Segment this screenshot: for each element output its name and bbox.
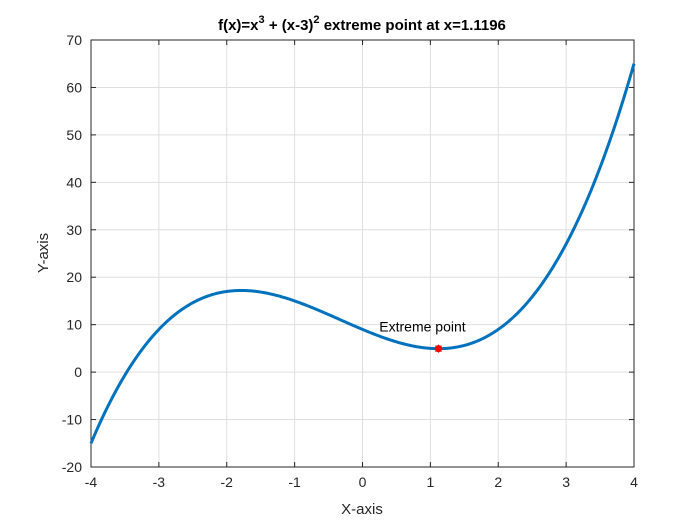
title-part-3: extreme point at x=1.1196: [320, 17, 506, 34]
marker-cross-d2: [435, 345, 442, 353]
ticks: [90, 39, 635, 468]
extreme-point-marker: [434, 344, 443, 353]
annotation-extreme-point: Extreme point: [379, 319, 465, 335]
x-tick-label: 4: [630, 474, 638, 490]
title-superscript-1: 3: [259, 14, 265, 26]
y-tick-label: -20: [62, 459, 82, 475]
title-superscript-2: 2: [313, 14, 319, 26]
y-tick-label: -10: [62, 412, 82, 428]
x-tick-label: -3: [153, 474, 166, 490]
title-part-1: f(x)=x: [218, 17, 259, 34]
y-tick-label: 20: [66, 269, 82, 285]
title-part-2: + (x-3): [265, 17, 314, 34]
x-tick-label: 0: [359, 474, 367, 490]
x-axis-label: X-axis: [341, 501, 383, 518]
series-line-fx: [89, 63, 636, 444]
y-tick-label: 50: [66, 127, 82, 143]
x-tick-label: 3: [562, 474, 570, 490]
y-tick-label: 60: [66, 79, 82, 95]
y-tick-label: 40: [66, 174, 82, 190]
y-axis-label: Y-axis: [35, 233, 52, 273]
chart-title: f(x)=x3 + (x-3)2 extreme point at x=1.11…: [218, 14, 506, 34]
y-tick-label: 0: [74, 364, 82, 380]
x-tick-label: -4: [85, 474, 98, 490]
y-tick-label: 70: [66, 32, 82, 48]
x-tick-label: 1: [426, 474, 434, 490]
x-tick-label: 2: [494, 474, 502, 490]
x-tick-label: -2: [221, 474, 234, 490]
y-tick-label: 30: [66, 222, 82, 238]
x-tick-label: -1: [288, 474, 301, 490]
y-tick-label: 10: [66, 317, 82, 333]
